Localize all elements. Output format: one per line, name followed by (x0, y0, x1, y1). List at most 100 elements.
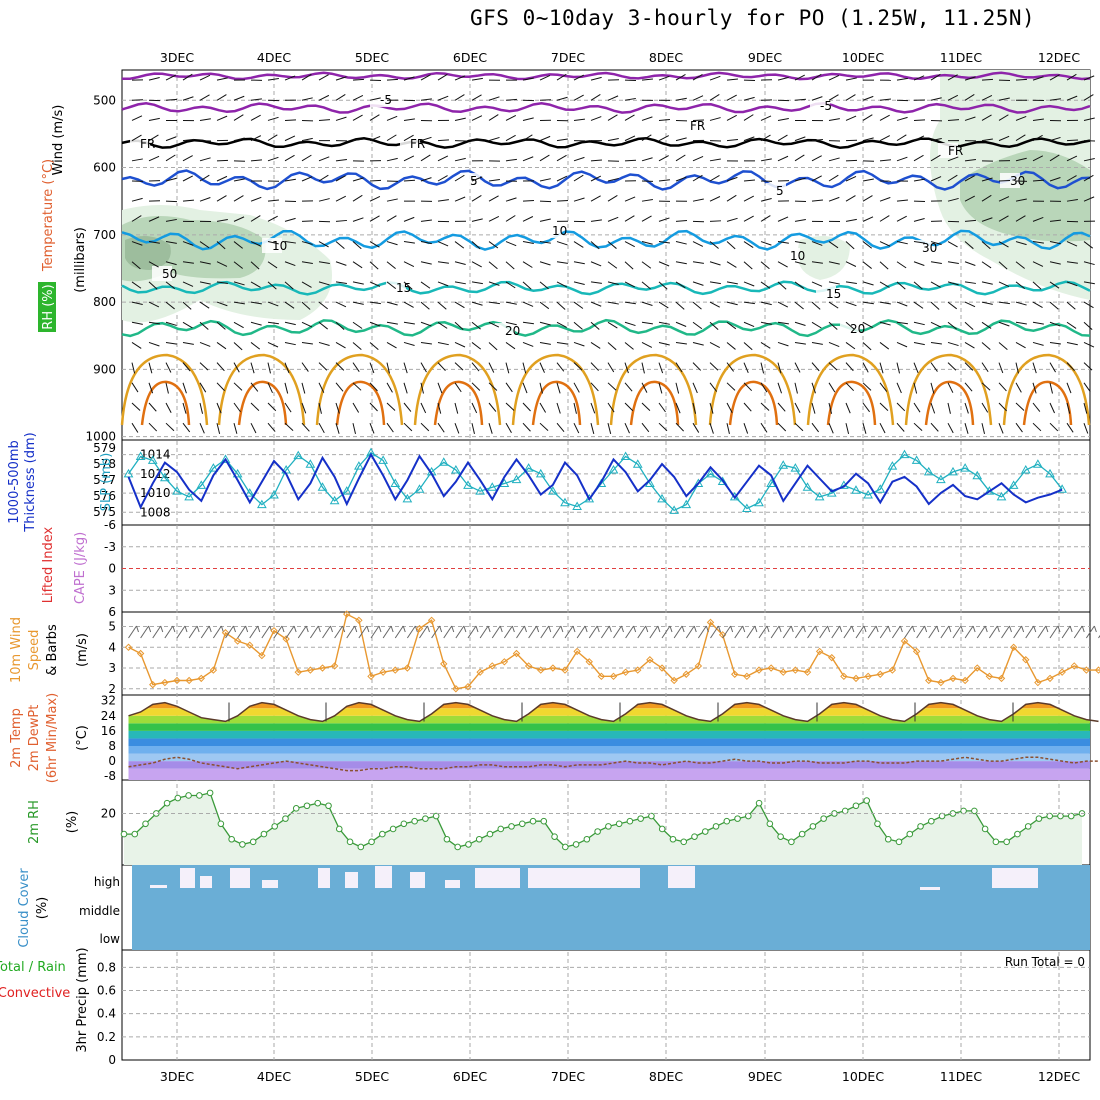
wind-barb (403, 402, 412, 412)
wind-barb (250, 362, 255, 374)
wind-barb (777, 241, 789, 244)
surface-wind-barb (188, 625, 198, 639)
slp-marker (123, 468, 134, 478)
wind-barb (675, 137, 687, 142)
wind-barb (1083, 281, 1095, 285)
wind-barb (233, 301, 245, 305)
surface-wind-barb (940, 625, 950, 639)
wind-speed-marker (779, 668, 787, 676)
wind-barb (505, 241, 517, 247)
thickness-tick-label: 578 (93, 457, 116, 471)
wind-barb (777, 402, 786, 412)
wind-barb (556, 175, 568, 182)
rh-marker (1024, 823, 1032, 830)
wind-barb (896, 382, 902, 394)
wind-barb (658, 217, 670, 222)
wind-barb (760, 197, 772, 202)
surface-wind-barb (330, 625, 333, 633)
wind-speed-marker (731, 670, 739, 678)
rh-marker (938, 812, 946, 820)
wind-barb (709, 301, 720, 308)
wind-barb (335, 261, 347, 266)
wind-barb (573, 321, 583, 330)
rh-marker (572, 841, 580, 848)
surface-wind-barb (439, 625, 443, 633)
wind-barb (998, 261, 1008, 270)
wind-barb (760, 261, 770, 270)
wind-barb (930, 402, 936, 414)
surface-wind-barb (475, 625, 479, 633)
wind-barb (590, 301, 602, 307)
slp-marker (390, 478, 401, 487)
wind-barb (488, 301, 500, 305)
surface-wind-barb (710, 625, 719, 639)
wind-barb (199, 341, 211, 347)
wind-barb (148, 382, 154, 394)
wind-barb (1032, 402, 1041, 412)
rh-marker (389, 825, 397, 833)
wind-barb (250, 382, 259, 392)
wind-barb (216, 402, 222, 414)
wind-barb (641, 321, 653, 325)
wind-barb (199, 301, 210, 309)
wind-barb (1015, 382, 1022, 393)
wind-barb (947, 261, 959, 265)
wind-barb (981, 382, 991, 391)
wind-barb (199, 118, 211, 121)
surface-wind-barb (394, 625, 404, 639)
wind-barb (794, 154, 805, 162)
surface-wind-barb (212, 625, 222, 639)
surface-wind-barb (140, 625, 150, 639)
wind-barb (641, 116, 653, 121)
wind-barb (1032, 362, 1037, 374)
wind-barb (658, 422, 668, 432)
wind-barb (284, 402, 292, 413)
slp-marker (378, 455, 388, 464)
contour-label: 5 (776, 184, 784, 198)
wind-barb (420, 154, 431, 162)
wind-barb (420, 261, 432, 265)
contour-label: 10 (272, 239, 287, 253)
wind-barb (777, 76, 789, 81)
wind-barb (267, 261, 278, 269)
rh-marker (335, 825, 343, 833)
wind-barb (420, 219, 432, 222)
surface-wind-barb (669, 625, 673, 633)
wind-barb (1083, 382, 1091, 393)
surface-wind-barb (172, 625, 176, 633)
contour-label: FR (140, 137, 155, 151)
wind-barb (964, 402, 969, 414)
wind-barb (930, 241, 942, 245)
wind-barb (352, 94, 364, 101)
wind-barb (794, 241, 806, 244)
wind-barb (845, 94, 856, 101)
wind-barb (267, 362, 271, 374)
wind-barb (1049, 402, 1055, 414)
wind-barb (148, 321, 160, 325)
contour-label-bg (386, 280, 406, 295)
wind-barb (556, 241, 568, 246)
wind-barb (913, 422, 923, 432)
contour-label-bg (262, 238, 282, 253)
wind-barb (1032, 155, 1044, 162)
wind-barb (675, 382, 680, 394)
wind-barb (471, 139, 484, 142)
wind-barb (896, 116, 908, 121)
wind-barb (845, 218, 857, 222)
wind-barb (267, 78, 279, 81)
wind-barb (573, 402, 577, 414)
wind-barb (607, 281, 619, 286)
surface-wind-barb (1013, 625, 1023, 639)
wind-barb (981, 281, 993, 285)
rh-marker (443, 835, 451, 843)
surface-wind-barb (382, 625, 392, 639)
slp-marker (329, 495, 340, 505)
wind-barb (199, 157, 211, 162)
temp-band (128, 723, 1090, 731)
wind-barb (1032, 261, 1044, 267)
surface-wind-barb (285, 625, 295, 639)
cloud-unit-label: (%) (35, 897, 50, 920)
surface-wind-barb (136, 625, 139, 633)
date-label-bottom: 6DEC (453, 1069, 487, 1084)
wind-barb (573, 197, 585, 202)
